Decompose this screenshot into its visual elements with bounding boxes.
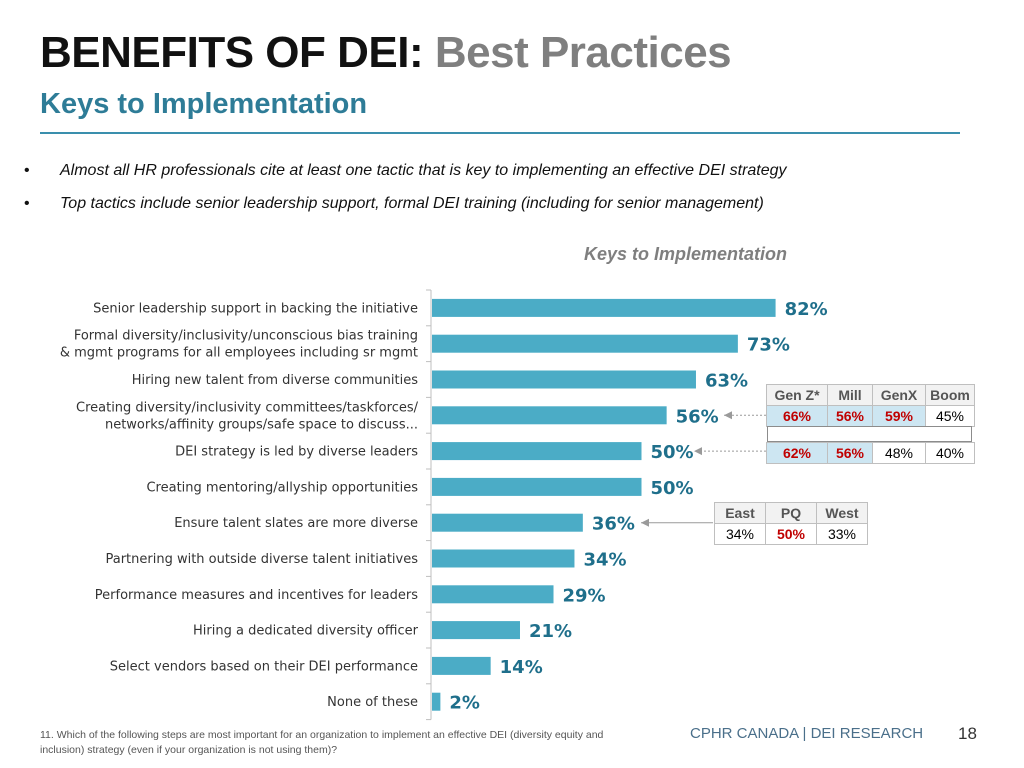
region-header: West (816, 502, 868, 524)
value-label: 50% (651, 478, 694, 499)
page-number: 18 (958, 724, 977, 743)
category-label: Performance measures and incentives for … (95, 588, 418, 603)
category-label: Creating diversity/inclusivity committee… (76, 400, 419, 415)
gen-cell: 66% (766, 405, 828, 427)
gen-cell: 48% (872, 442, 926, 464)
value-label: 36% (592, 514, 635, 535)
bullet-item-2: • Top tactics include senior leadership s… (24, 195, 764, 213)
bar (432, 370, 696, 389)
category-label: Creating mentoring/allyship opportunitie… (146, 480, 418, 495)
bar (432, 656, 491, 675)
bar (432, 585, 554, 604)
value-label: 82% (785, 299, 828, 320)
bullet-dot: • (24, 195, 30, 212)
gen-header: Boom (925, 384, 975, 406)
bar (432, 549, 575, 568)
value-label: 63% (705, 371, 748, 392)
value-label: 73% (747, 335, 790, 356)
gen-cell: 45% (925, 405, 975, 427)
bar (432, 334, 738, 353)
bar (432, 621, 520, 640)
bullet-dot: • (24, 162, 30, 179)
region-cell: 33% (816, 523, 868, 545)
arrow-head-icon (641, 518, 649, 527)
gen-cell: 40% (925, 442, 975, 464)
footer-brand: CPHR CANADA | DEI RESEARCH (690, 725, 924, 742)
value-label: 29% (563, 585, 606, 606)
bar (432, 692, 441, 711)
gen-cell: 59% (872, 405, 926, 427)
category-label: Hiring new talent from diverse communiti… (132, 373, 419, 388)
gen-cell: 56% (827, 442, 873, 464)
chart-title: Keys to Implementation (584, 244, 788, 264)
generation-table: Gen Z* Mill GenX Boom 66% 56% 59% 45% (766, 384, 975, 427)
footnote: 11. Which of the following steps are mos… (40, 729, 604, 756)
value-label: 21% (529, 621, 572, 642)
region-table: East PQ West 34% 50% 33% (714, 502, 868, 545)
region-table-row: 34% 50% 33% (714, 523, 868, 545)
generation-table-row: 62% 56% 48% 40% (766, 442, 975, 464)
category-label: networks/affinity groups/safe space to d… (105, 417, 418, 432)
gen-header: GenX (872, 384, 926, 406)
arrow-head-icon (694, 447, 702, 456)
bullet-text: Almost all HR professionals cite at leas… (60, 162, 787, 179)
page-subtitle: Keys to Implementation (40, 88, 368, 120)
region-header: East (714, 502, 766, 524)
arrow-head-icon (724, 411, 732, 420)
bullet-item-1: • Almost all HR professionals cite at lea… (24, 162, 787, 180)
bar (432, 442, 642, 461)
region-cell: 34% (714, 523, 766, 545)
category-label: Senior leadership support in backing the… (93, 301, 418, 316)
generation-table-header: Gen Z* Mill GenX Boom (766, 384, 975, 406)
bar (432, 406, 667, 425)
generation-table-row: 66% 56% 59% 45% (766, 405, 975, 427)
bar (432, 477, 642, 496)
region-cell: 50% (765, 523, 817, 545)
gen-cell: 62% (766, 442, 828, 464)
value-label: 34% (583, 550, 626, 571)
category-label: None of these (327, 695, 418, 710)
category-label: Partnering with outside diverse talent i… (105, 552, 418, 567)
value-label: 50% (651, 442, 694, 463)
category-label: & mgmt programs for all employees includ… (60, 346, 418, 361)
title-main: BENEFITS OF DEI: (40, 28, 424, 77)
empty-box (767, 426, 972, 442)
generation-table-row-2: 62% 56% 48% 40% (766, 442, 975, 464)
value-label: 56% (676, 406, 719, 427)
region-table-header: East PQ West (714, 502, 868, 524)
gen-header: Mill (827, 384, 873, 406)
category-label: Select vendors based on their DEI perfor… (110, 659, 418, 674)
title-divider (40, 132, 960, 134)
bar (432, 298, 776, 317)
category-label: Hiring a dedicated diversity officer (193, 624, 419, 639)
page-title: BENEFITS OF DEI: Best Practices (40, 28, 732, 78)
gen-cell: 56% (827, 405, 873, 427)
gen-header: Gen Z* (766, 384, 828, 406)
category-label: Formal diversity/inclusivity/unconscious… (74, 329, 418, 344)
title-accent: Best Practices (434, 28, 732, 77)
category-label: Ensure talent slates are more diverse (174, 516, 418, 531)
bar (432, 513, 583, 532)
value-label: 2% (449, 693, 480, 714)
category-label: DEI strategy is led by diverse leaders (175, 445, 418, 460)
value-label: 14% (500, 657, 543, 678)
bullet-text: Top tactics include senior leadership su… (60, 195, 764, 212)
region-header: PQ (765, 502, 817, 524)
